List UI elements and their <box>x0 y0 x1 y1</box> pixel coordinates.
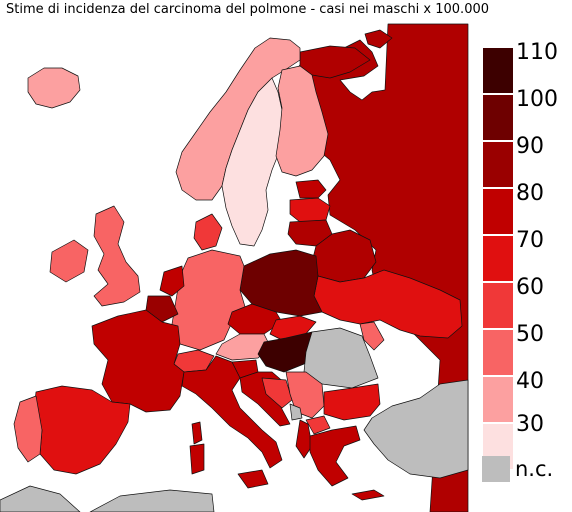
region-albania[interactable] <box>295 419 313 459</box>
legend: 110 100 90 80 70 60 50 40 30 n.c. <box>481 40 558 482</box>
region-turkey[interactable] <box>363 379 469 479</box>
legend-label-90: 90 <box>516 134 544 159</box>
region-france[interactable] <box>91 309 185 413</box>
region-uk[interactable] <box>93 205 141 307</box>
legend-box-40 <box>481 375 515 424</box>
legend-box-50 <box>481 328 515 377</box>
legend-box-60 <box>481 281 515 330</box>
region-ukraine[interactable] <box>313 269 463 339</box>
region-montenegro[interactable] <box>289 403 303 421</box>
region-north-africa-west[interactable] <box>0 485 81 512</box>
legend-box-110 <box>481 46 515 95</box>
region-bosnia[interactable] <box>261 377 293 409</box>
legend-box-100 <box>481 93 515 142</box>
legend-label-80: 80 <box>516 181 544 206</box>
region-poland[interactable] <box>239 249 323 317</box>
region-belgium[interactable] <box>145 295 179 323</box>
map-title: Stime di incidenza del carcinoma del pol… <box>6 2 490 17</box>
legend-box-90 <box>481 140 515 189</box>
region-italy[interactable] <box>181 355 283 469</box>
legend-box-70 <box>481 234 515 283</box>
legend-label-30: 30 <box>516 412 544 437</box>
region-greece[interactable] <box>309 425 361 487</box>
region-iceland[interactable] <box>27 67 81 109</box>
region-portugal[interactable] <box>13 395 43 463</box>
legend-label-100: 100 <box>516 87 558 112</box>
region-bulgaria[interactable] <box>323 383 381 421</box>
region-novaya-zemlya[interactable] <box>364 29 393 49</box>
region-netherlands[interactable] <box>159 265 185 297</box>
region-sardinia[interactable] <box>189 443 205 475</box>
legend-label-50: 50 <box>516 322 544 347</box>
region-macedonia[interactable] <box>305 415 331 435</box>
region-romania[interactable] <box>303 327 379 389</box>
region-north-africa-central[interactable] <box>89 489 215 512</box>
legend-label-nc: n.c. <box>515 457 553 481</box>
region-denmark[interactable] <box>193 213 223 251</box>
legend-label-60: 60 <box>516 275 544 300</box>
region-germany[interactable] <box>171 249 247 351</box>
region-estonia[interactable] <box>295 179 327 199</box>
legend-label-110: 110 <box>516 40 558 65</box>
region-sicily[interactable] <box>237 469 269 489</box>
region-finland[interactable] <box>275 65 329 177</box>
region-ireland[interactable] <box>49 239 89 283</box>
region-latvia[interactable] <box>289 197 331 223</box>
legend-box-nc <box>482 456 510 482</box>
legend-label-40: 40 <box>516 369 544 394</box>
legend-box-80 <box>481 187 515 236</box>
region-corsica[interactable] <box>191 421 203 445</box>
region-moldova[interactable] <box>359 321 385 351</box>
region-crete[interactable] <box>351 489 385 501</box>
legend-label-70: 70 <box>516 228 544 253</box>
region-hungary[interactable] <box>257 331 321 373</box>
